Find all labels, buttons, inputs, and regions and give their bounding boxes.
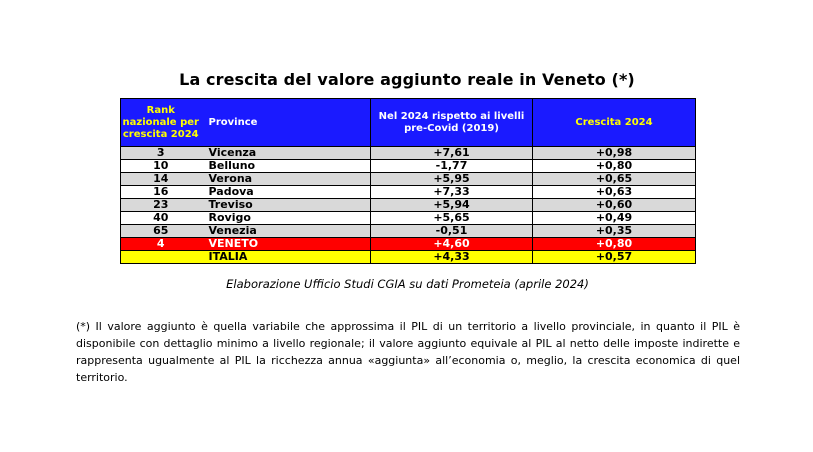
table-row-veneto: 4 VENETO +4,60 +0,80: [120, 237, 696, 251]
table-row: 23 Treviso +5,94 +0,60: [120, 198, 696, 212]
cell-growth: +0,49: [532, 211, 696, 225]
cell-vs-precovid: +5,95: [370, 172, 533, 186]
cell-growth: +0,57: [532, 250, 696, 264]
source-caption: Elaborazione Ufficio Studi CGIA su dati …: [226, 277, 589, 291]
cell-vs-precovid: +5,65: [370, 211, 533, 225]
table-row: 14 Verona +5,95 +0,65: [120, 172, 696, 186]
table-row: 3 Vicenza +7,61 +0,98: [120, 146, 696, 160]
table-row: 10 Belluno -1,77 +0,80: [120, 159, 696, 173]
cell-rank: 10: [120, 159, 201, 173]
cell-vs-precovid: +4,60: [370, 237, 533, 251]
cell-rank: 23: [120, 198, 201, 212]
cell-province: VENETO: [200, 237, 371, 251]
cell-growth: +0,60: [532, 198, 696, 212]
cell-growth: +0,35: [532, 224, 696, 238]
cell-rank: 65: [120, 224, 201, 238]
cell-province: Vicenza: [200, 146, 371, 160]
cell-vs-precovid: +4,33: [370, 250, 533, 264]
cell-vs-precovid: +7,61: [370, 146, 533, 160]
table-row: 65 Venezia -0,51 +0,35: [120, 224, 696, 238]
table-row: 40 Rovigo +5,65 +0,49: [120, 211, 696, 225]
page-title: La crescita del valore aggiunto reale in…: [179, 70, 635, 89]
cell-province: Rovigo: [200, 211, 371, 225]
cell-rank: 4: [120, 237, 201, 251]
cell-province: Belluno: [200, 159, 371, 173]
cell-growth: +0,80: [532, 159, 696, 173]
cell-rank: 40: [120, 211, 201, 225]
cell-growth: +0,65: [532, 172, 696, 186]
cell-rank: 3: [120, 146, 201, 160]
header-rank: Rank nazionale per crescita 2024: [120, 98, 201, 147]
cell-rank: 14: [120, 172, 201, 186]
cell-rank: 16: [120, 185, 201, 199]
cell-rank: [120, 250, 201, 264]
footnote: (*) Il valore aggiunto è quella variabil…: [76, 320, 740, 384]
cell-vs-precovid: -0,51: [370, 224, 533, 238]
cell-vs-precovid: +5,94: [370, 198, 533, 212]
cell-growth: +0,80: [532, 237, 696, 251]
table-row: 16 Padova +7,33 +0,63: [120, 185, 696, 199]
cell-growth: +0,98: [532, 146, 696, 160]
header-province: Province: [200, 98, 371, 147]
cell-growth: +0,63: [532, 185, 696, 199]
cell-province: Treviso: [200, 198, 371, 212]
cell-province: Venezia: [200, 224, 371, 238]
header-vs-precovid: Nel 2024 rispetto ai livelli pre-Covid (…: [370, 98, 533, 147]
cell-province: Verona: [200, 172, 371, 186]
table-header-row: Rank nazionale per crescita 2024 Provinc…: [120, 98, 696, 147]
table-row-italia: ITALIA +4,33 +0,57: [120, 250, 696, 264]
cell-province: ITALIA: [200, 250, 371, 264]
cell-province: Padova: [200, 185, 371, 199]
cell-vs-precovid: +7,33: [370, 185, 533, 199]
cell-vs-precovid: -1,77: [370, 159, 533, 173]
header-growth: Crescita 2024: [532, 98, 696, 147]
growth-table: Rank nazionale per crescita 2024 Provinc…: [120, 98, 696, 264]
